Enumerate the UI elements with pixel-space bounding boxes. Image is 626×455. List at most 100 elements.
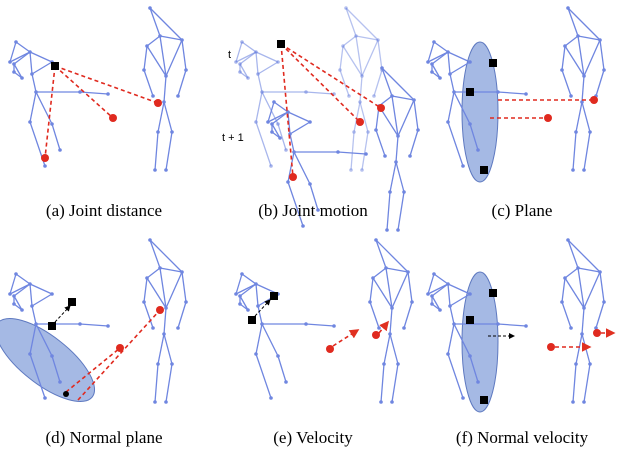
bone [376, 130, 385, 156]
joint [576, 266, 580, 270]
connector [55, 66, 158, 103]
red-joint [116, 344, 124, 352]
bone [434, 42, 448, 52]
joint [145, 276, 149, 280]
bone [158, 334, 164, 364]
joint [260, 90, 264, 94]
joint [148, 6, 152, 10]
bone [30, 52, 32, 74]
bone [16, 42, 30, 52]
joint [246, 308, 250, 312]
joint [390, 306, 394, 310]
bone [150, 8, 182, 40]
red-joint [544, 114, 552, 122]
joint [184, 300, 188, 304]
joint [238, 294, 242, 298]
bone [582, 334, 590, 364]
bone [562, 46, 565, 70]
bone [582, 76, 584, 102]
joint [164, 168, 168, 172]
joint [446, 120, 450, 124]
bone [32, 74, 36, 92]
joint [347, 94, 351, 98]
joint [240, 272, 244, 276]
bone [155, 132, 158, 170]
bone [576, 334, 582, 364]
bone [32, 62, 52, 74]
bone [408, 272, 412, 302]
joint [446, 282, 450, 286]
joint [304, 90, 308, 94]
joint [238, 70, 242, 74]
joint [58, 148, 62, 152]
joint [145, 44, 149, 48]
bone [434, 274, 448, 284]
joint [360, 74, 364, 78]
joint [14, 272, 18, 276]
joint [256, 72, 260, 76]
arrow [55, 306, 70, 322]
bone [256, 324, 262, 354]
joint [448, 304, 452, 308]
joint [254, 120, 258, 124]
joint [28, 120, 32, 124]
bone [362, 40, 378, 76]
bone [398, 192, 404, 230]
bone [376, 240, 408, 272]
bone [582, 308, 584, 334]
joint [184, 68, 188, 72]
bone [410, 130, 418, 156]
bone [390, 308, 392, 334]
bone [258, 62, 278, 74]
joint [582, 400, 586, 404]
bone [144, 70, 153, 96]
joint [366, 130, 370, 134]
joint [276, 354, 280, 358]
joint [408, 154, 412, 158]
bone [155, 364, 158, 402]
joint [574, 362, 578, 366]
bone [340, 46, 343, 70]
joint [452, 90, 456, 94]
selected-joint [489, 59, 497, 67]
joint [240, 40, 244, 44]
bone [242, 42, 256, 52]
joint [496, 90, 500, 94]
bone [578, 36, 584, 76]
joint [176, 94, 180, 98]
joint [238, 302, 242, 306]
bone [80, 92, 108, 94]
joint [176, 326, 180, 330]
bone [373, 268, 386, 278]
joint [170, 362, 174, 366]
joint [256, 304, 260, 308]
bone [32, 306, 36, 324]
bone [256, 122, 271, 166]
bone [240, 52, 256, 64]
joint [34, 90, 38, 94]
joint [352, 130, 356, 134]
bone [30, 284, 52, 294]
bone [374, 70, 382, 96]
selected-joint [480, 396, 488, 404]
connector [281, 44, 381, 108]
joint [260, 322, 264, 326]
joint [432, 272, 436, 276]
joint [156, 130, 160, 134]
bone [288, 112, 310, 122]
bone [448, 354, 463, 398]
bone [178, 70, 186, 96]
joint [524, 324, 528, 328]
joint [292, 150, 296, 154]
bone [262, 92, 278, 124]
joint [371, 276, 375, 280]
joint [394, 160, 398, 164]
joint [452, 322, 456, 326]
joint [28, 282, 32, 286]
joint [180, 38, 184, 42]
bone [584, 272, 600, 308]
joint [338, 68, 342, 72]
bone [80, 324, 108, 326]
red-joint [289, 173, 297, 181]
joint [360, 168, 364, 172]
